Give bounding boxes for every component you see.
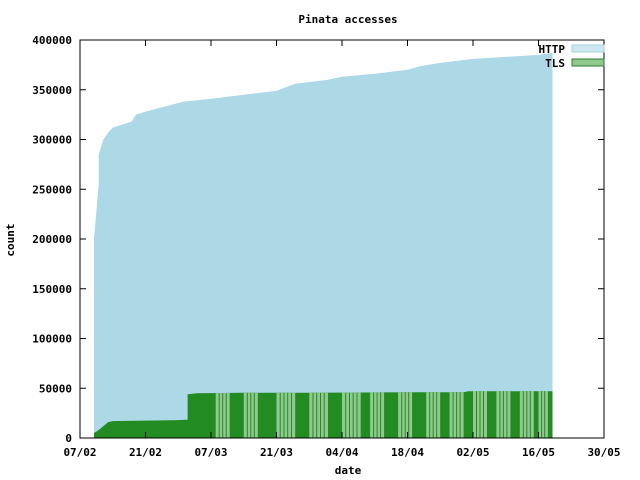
x-tick-label: 30/05 <box>587 446 620 459</box>
x-tick-label: 18/04 <box>391 446 424 459</box>
legend-label-tls: TLS <box>545 57 565 70</box>
legend-swatch-http <box>571 44 605 53</box>
y-tick-label: 0 <box>65 432 72 445</box>
x-tick-label: 21/03 <box>260 446 293 459</box>
y-tick-label: 100000 <box>32 333 72 346</box>
y-tick-label: 50000 <box>39 382 72 395</box>
x-tick-label: 21/02 <box>129 446 162 459</box>
axis-ticks: 0 50000 100000 150000 200000 250000 300000 3500… <box>32 34 620 459</box>
y-tick-label: 150000 <box>32 283 72 296</box>
series-tls-light-band <box>538 391 548 438</box>
y-tick-label: 300000 <box>32 134 72 147</box>
y-tick-label: 200000 <box>32 233 72 246</box>
chart-title: Pinata accesses <box>298 13 397 26</box>
x-tick-label: 02/05 <box>456 446 489 459</box>
x-axis-label: date <box>335 464 362 477</box>
plot-area <box>94 52 553 439</box>
y-tick-label: 250000 <box>32 183 72 196</box>
x-tick-label: 07/03 <box>194 446 227 459</box>
y-tick-label: 350000 <box>32 84 72 97</box>
legend-label-http: HTTP <box>539 43 566 56</box>
x-tick-label: 16/05 <box>522 446 555 459</box>
x-tick-label: 07/02 <box>63 446 96 459</box>
series-tls-light-band <box>276 392 296 438</box>
y-tick-label: 400000 <box>32 34 72 47</box>
series-http-area <box>94 52 553 439</box>
legend-swatch-tls <box>571 58 605 67</box>
y-axis-label: count <box>4 223 17 256</box>
series-tls-light-band <box>342 392 361 438</box>
series-tls-light-band <box>309 392 328 438</box>
x-tick-label: 04/04 <box>325 446 358 459</box>
